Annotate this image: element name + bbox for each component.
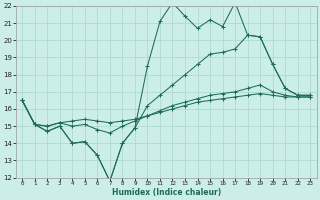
X-axis label: Humidex (Indice chaleur): Humidex (Indice chaleur) — [112, 188, 221, 197]
